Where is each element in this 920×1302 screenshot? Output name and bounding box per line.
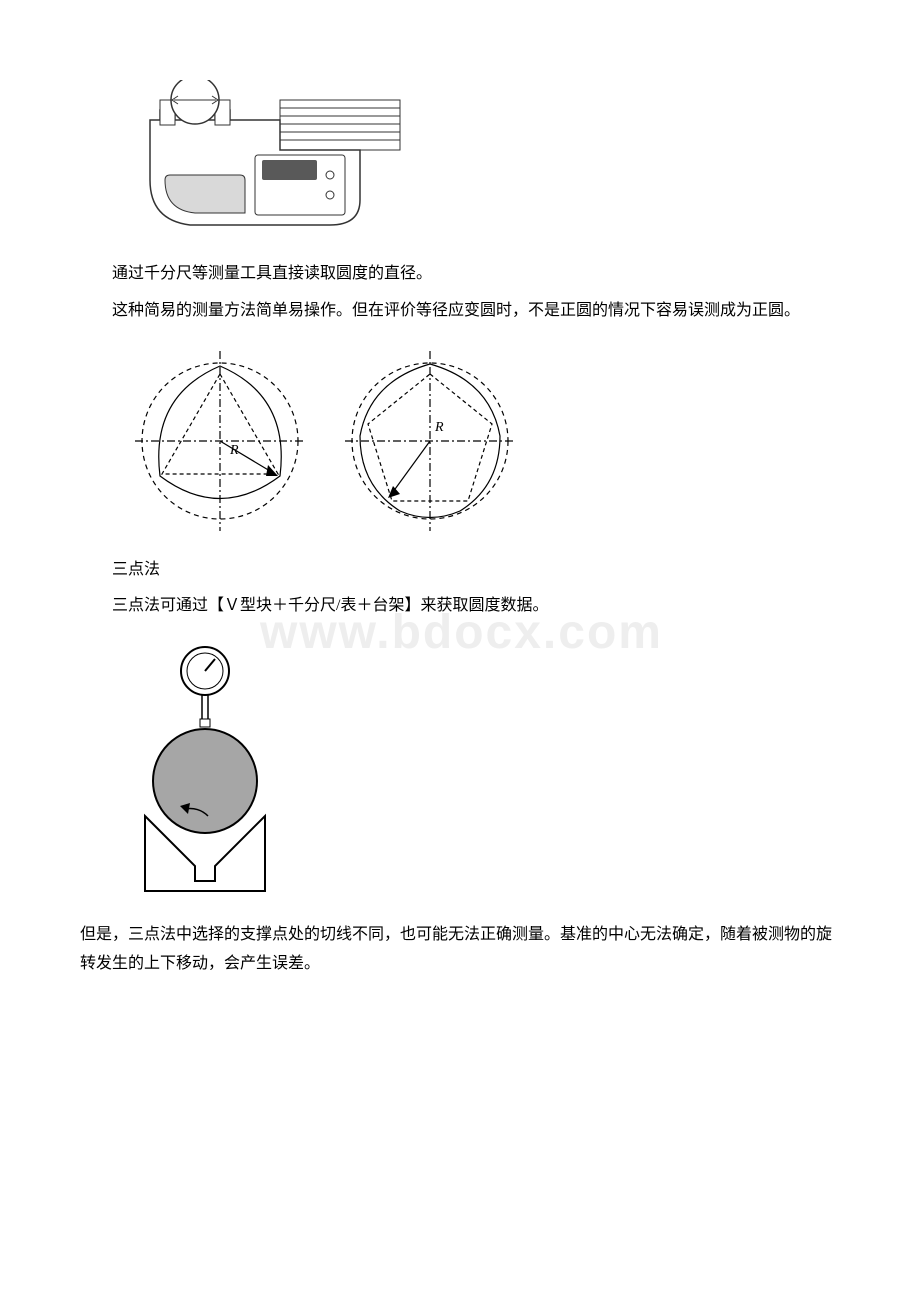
paragraph-3: 三点法可通过【Ｖ型块＋千分尺/表＋台架】来获取圆度数据。 [112, 592, 840, 621]
figure-lobes: R R [130, 346, 840, 536]
figure-micrometer [130, 80, 840, 240]
micrometer-svg [130, 80, 410, 240]
heading-three-point: 三点法 [112, 556, 840, 585]
paragraph-1: 通过千分尺等测量工具直接读取圆度的直径。 [80, 260, 840, 289]
radius-label-5: R [434, 420, 444, 435]
paragraph-2: 这种简易的测量方法简单易操作。但在评价等径应变圆时，不是正圆的情况下容易误测成为… [80, 297, 840, 326]
figure-vblock [130, 641, 840, 901]
vblock-svg [130, 641, 280, 901]
radius-label-3: R [229, 443, 239, 458]
three-lobe-svg: R [130, 346, 310, 536]
paragraph-4: 但是，三点法中选择的支撑点处的切线不同，也可能无法正确测量。基准的中心无法确定，… [80, 921, 840, 979]
five-lobe-svg: R [340, 346, 520, 536]
